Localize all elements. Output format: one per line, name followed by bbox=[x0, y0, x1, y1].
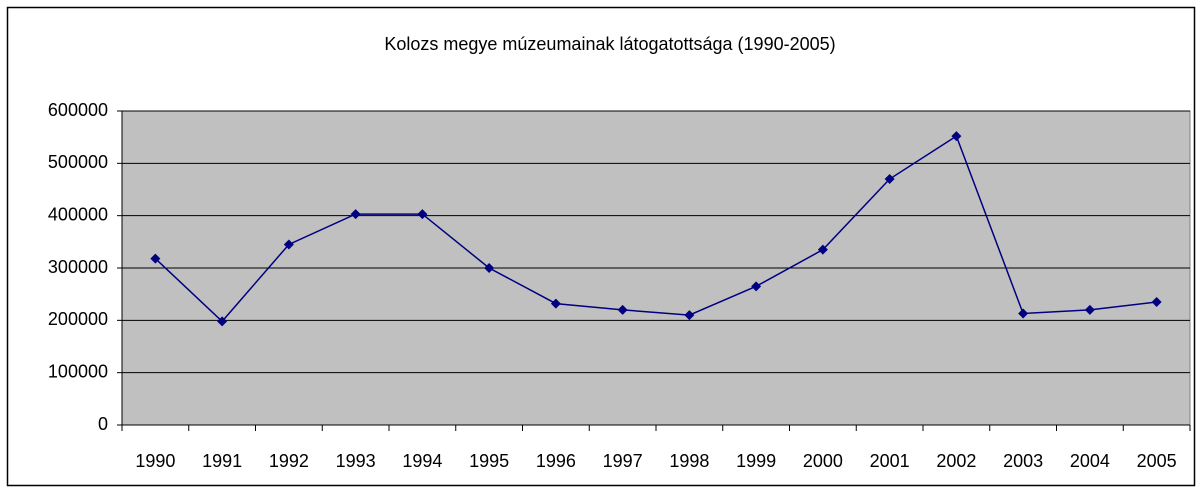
marker bbox=[283, 239, 294, 250]
x-tick-label: 2004 bbox=[1070, 451, 1110, 471]
marker bbox=[1151, 297, 1162, 308]
marker bbox=[617, 304, 628, 315]
x-tick-label: 2002 bbox=[936, 451, 976, 471]
x-tick-label: 1990 bbox=[135, 451, 175, 471]
x-tick-label: 1996 bbox=[536, 451, 576, 471]
series-line bbox=[154, 134, 1157, 323]
x-tick-label: 2005 bbox=[1137, 451, 1177, 471]
marker bbox=[417, 209, 428, 220]
chart-title: Kolozs megye múzeumainak látogatottsága … bbox=[384, 34, 835, 54]
y-tick-label: 300000 bbox=[48, 257, 108, 277]
x-tick-label: 1998 bbox=[669, 451, 709, 471]
marker bbox=[817, 244, 828, 255]
marker bbox=[484, 263, 495, 273]
marker bbox=[1084, 304, 1095, 315]
y-tick-label: 200000 bbox=[48, 309, 108, 329]
marker bbox=[350, 209, 361, 220]
marker bbox=[751, 281, 762, 292]
marker bbox=[884, 174, 895, 185]
y-tick-label: 400000 bbox=[48, 204, 108, 224]
marker bbox=[217, 316, 228, 327]
x-tick-label: 1995 bbox=[469, 451, 509, 471]
y-tick-label: 500000 bbox=[48, 152, 108, 172]
x-tick-label: 1997 bbox=[603, 451, 643, 471]
x-tick-label: 2000 bbox=[803, 451, 843, 471]
x-tick-label: 2001 bbox=[870, 451, 910, 471]
y-tick-label: 100000 bbox=[48, 361, 108, 381]
x-tick-label: 2003 bbox=[1003, 451, 1043, 471]
marker bbox=[550, 298, 561, 309]
marker bbox=[1018, 308, 1029, 319]
marker bbox=[150, 253, 161, 264]
marker bbox=[684, 310, 695, 321]
x-tick-label: 1993 bbox=[336, 451, 376, 471]
x-tick-label: 1994 bbox=[402, 451, 442, 471]
y-tick-label: 0 bbox=[98, 414, 108, 434]
marker bbox=[951, 131, 962, 142]
x-tick-label: 1992 bbox=[269, 451, 309, 471]
x-tick-label: 1991 bbox=[202, 451, 242, 471]
x-tick-label: 1999 bbox=[736, 451, 776, 471]
y-tick-label: 600000 bbox=[48, 100, 108, 120]
